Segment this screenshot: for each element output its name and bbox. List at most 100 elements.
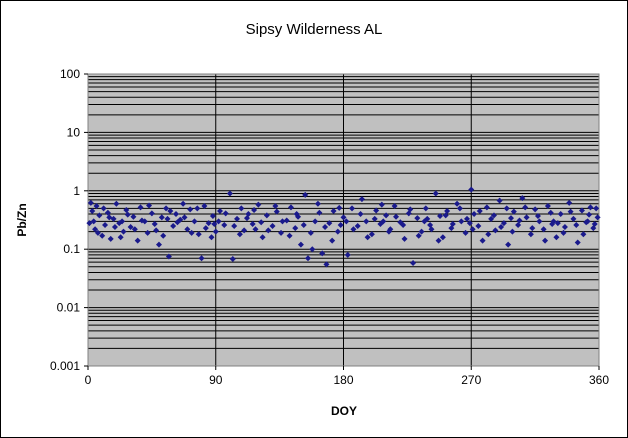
data-point [243,215,250,222]
data-point [312,218,319,225]
data-point [437,213,444,220]
data-point [283,217,290,224]
data-point [567,208,574,215]
y-tick-label: 1 [73,184,80,198]
data-point [113,200,120,207]
data-point [410,260,417,267]
data-point [553,234,560,241]
data-point [92,226,99,233]
data-point [123,206,130,213]
data-point [198,255,205,262]
data-point [329,237,336,244]
data-point [330,208,337,215]
x-tick-labels: 0 90 180 270 360 [85,366,609,387]
data-point [557,211,564,218]
data-point [418,228,425,235]
data-point [515,221,522,228]
data-point [371,215,378,222]
data-point [349,205,356,212]
data-point [102,221,109,228]
data-point [195,231,202,238]
data-point [238,205,245,212]
data-point [503,205,510,212]
data-point [137,204,144,211]
data-point [217,208,224,215]
y-tick-label: 0.01 [57,301,81,315]
data-point [519,195,526,202]
data-point [505,241,512,248]
data-point [479,237,486,244]
y-axis-label: Pb/Zn [15,203,29,236]
data-point [337,221,344,228]
data-point [358,196,365,203]
data-point [236,231,243,238]
data-point [184,226,191,233]
data-point [265,227,272,234]
data-point [212,228,219,235]
data-point [272,202,279,209]
data-point [89,208,96,215]
data-point [86,220,93,227]
data-point [554,220,561,227]
x-tick-label: 270 [461,373,481,387]
data-point [594,214,601,221]
data-point [542,237,549,244]
data-point [414,215,421,222]
data-point [287,204,294,211]
data-point [496,197,503,204]
data-point [107,235,114,242]
data-point [221,221,228,228]
data-point [407,206,414,213]
data-point [593,205,600,212]
data-point [364,234,371,241]
data-point [96,212,103,219]
data-point [424,215,431,222]
data-point [131,226,138,233]
data-point [165,253,172,260]
data-point [463,215,470,222]
data-point [523,214,530,221]
data-point [471,211,478,218]
data-point [466,220,473,227]
data-point [547,209,554,216]
data-point [153,227,160,234]
data-point [439,234,446,241]
data-point [334,228,341,235]
data-point [340,214,347,221]
data-point [181,214,188,221]
data-point [378,201,385,208]
data-point [231,222,238,229]
data-point [111,223,118,230]
data-point [566,199,573,206]
data-point [507,215,514,222]
data-point [307,229,314,236]
data-point [170,222,177,229]
data-point [164,215,171,222]
y-tick-label: 0.1 [63,242,80,256]
data-point [540,226,547,233]
data-point [209,213,216,220]
data-point [191,218,198,225]
data-point [591,221,598,228]
data-point [251,206,258,213]
data-point [432,190,439,197]
data-point [344,251,351,258]
data-point [490,212,497,219]
data-point [130,213,137,220]
data-point [422,205,429,212]
data-point [163,205,170,212]
data-point [534,213,541,220]
data-point [586,211,593,218]
data-point [468,186,475,193]
data-point [255,201,262,208]
data-point [492,227,499,234]
data-point [269,222,276,229]
x-tick-label: 90 [209,373,223,387]
chart-title: Sipsy Wilderness AL [246,21,383,38]
y-tick-labels: 0.001 0.01 0.1 1 10 100 [50,67,88,373]
data-point [561,223,568,230]
data-point [120,228,127,235]
y-tick-label: 10 [67,125,81,139]
data-point [99,232,106,239]
data-point [483,204,490,211]
